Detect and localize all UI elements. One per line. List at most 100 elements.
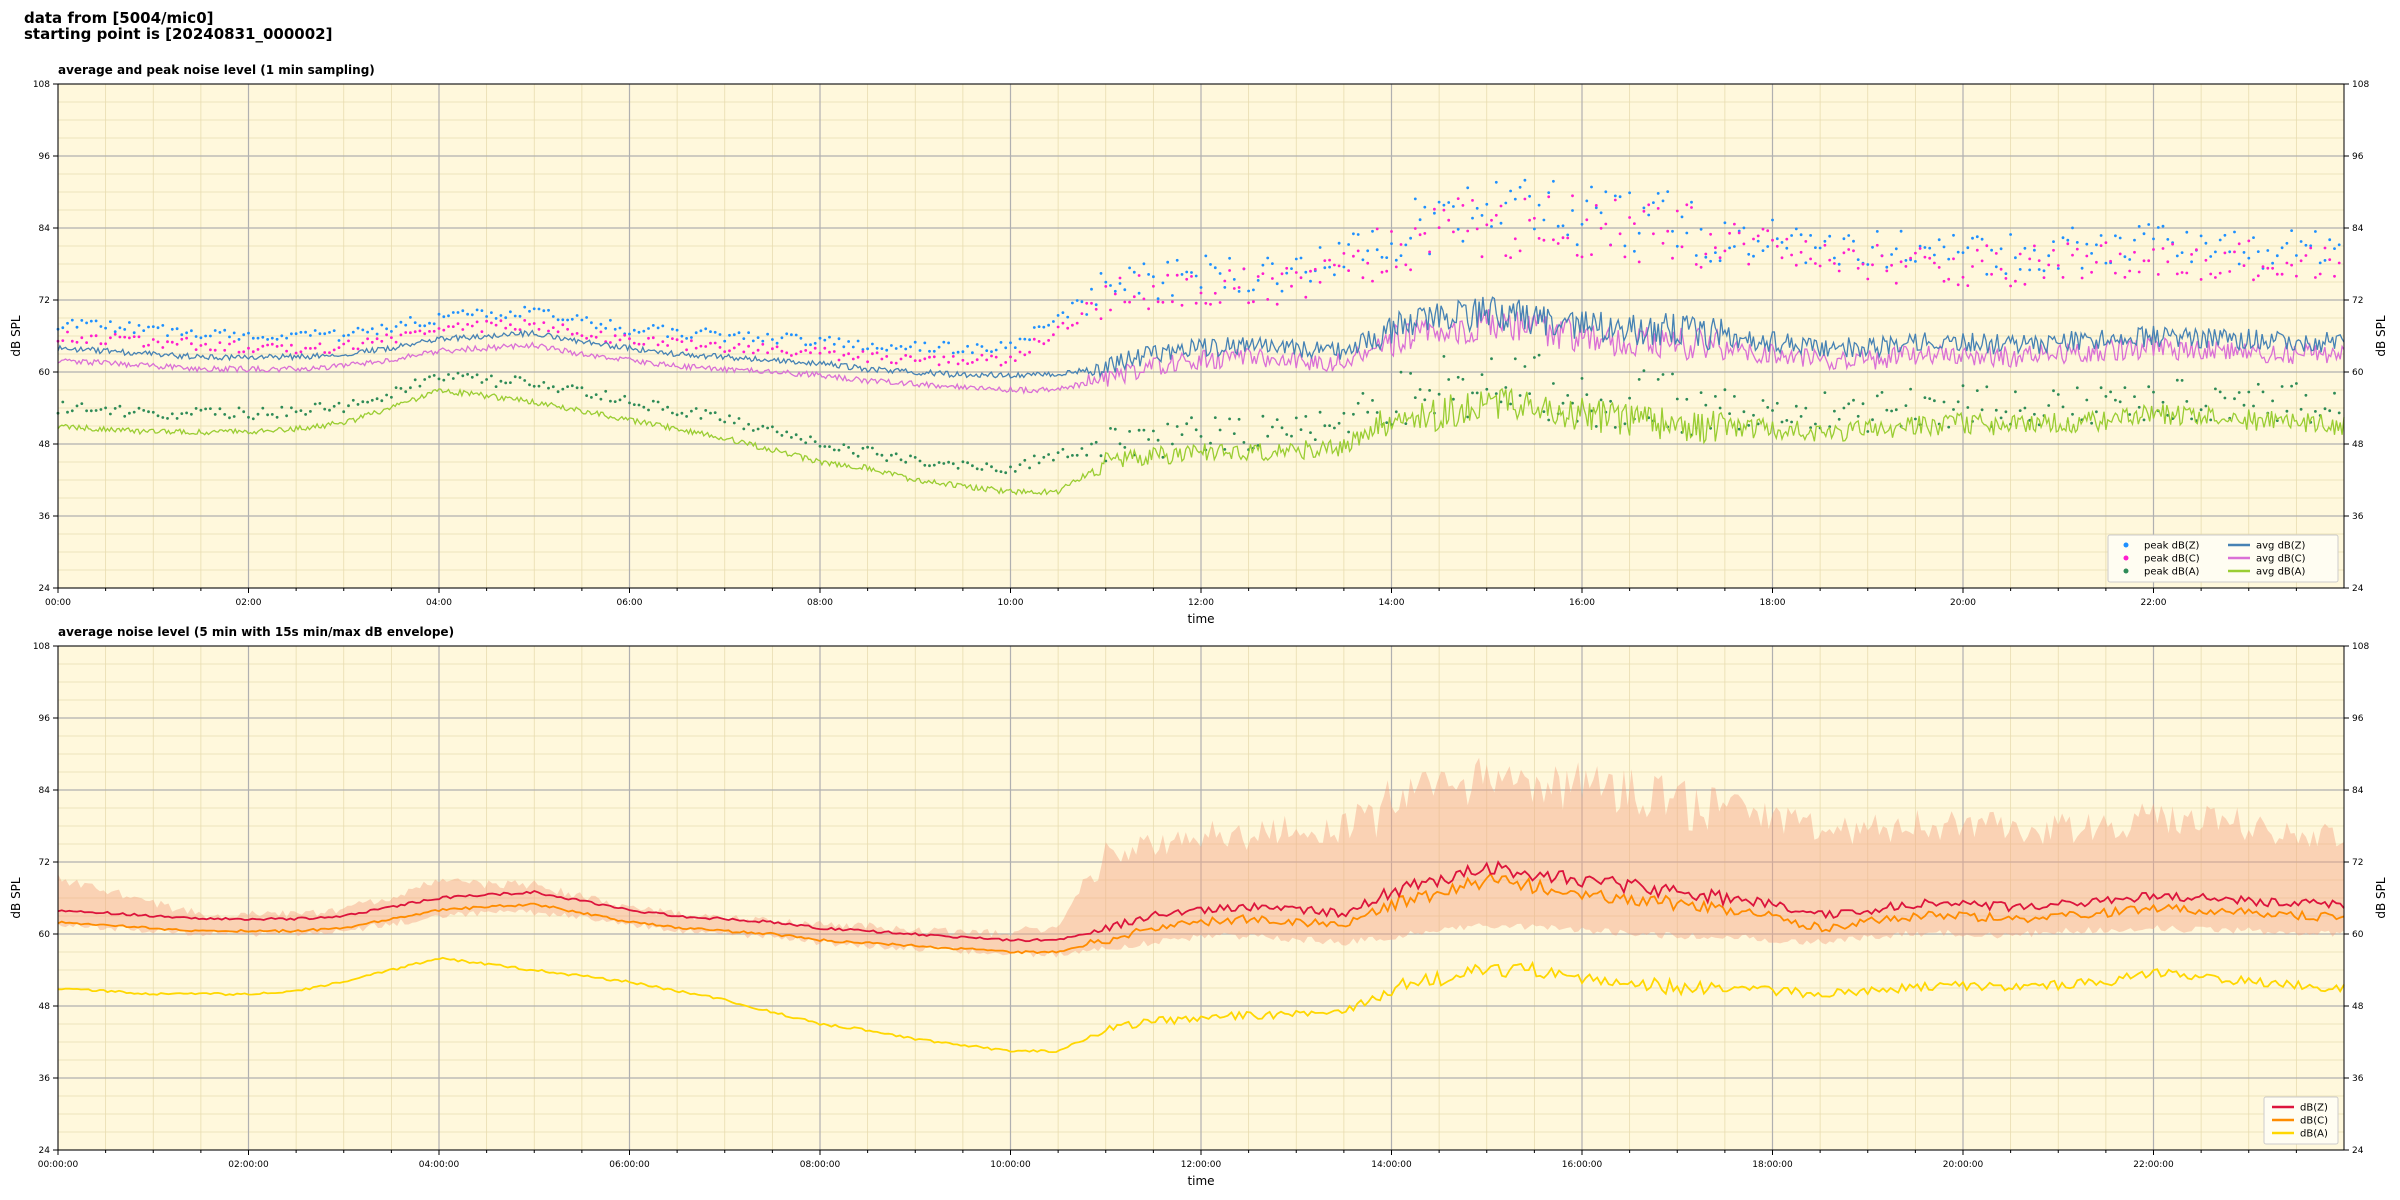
series-line-a: [57, 387, 2345, 496]
top-x-tick-label: 14:00: [1379, 598, 1405, 608]
peak-point: [2023, 282, 2027, 286]
peak-point: [1914, 417, 1917, 421]
peak-point: [199, 408, 203, 412]
peak-point: [1799, 250, 1803, 254]
peak-point: [2247, 390, 2251, 394]
peak-point: [2142, 259, 2146, 263]
peak-point: [142, 344, 146, 348]
peak-point: [866, 360, 869, 364]
peak-point: [647, 408, 650, 412]
peak-point: [1804, 261, 1808, 265]
peak-point: [1352, 254, 1355, 258]
peak-point: [747, 422, 750, 426]
peak-point: [132, 410, 136, 414]
peak-point: [2161, 400, 2165, 404]
peak-point: [694, 407, 698, 410]
peak-point: [923, 341, 927, 345]
top-y-tick-label: 48: [2352, 440, 2364, 450]
peak-point: [2314, 410, 2317, 413]
peak-point: [809, 351, 812, 355]
peak-point: [728, 349, 731, 353]
peak-point: [266, 343, 269, 347]
peak-point: [661, 324, 665, 328]
peak-point: [370, 340, 374, 344]
peak-point: [2237, 242, 2241, 246]
peak-point: [1566, 394, 1570, 397]
peak-point: [1690, 200, 1693, 204]
peak-point: [1909, 387, 1912, 391]
peak-point: [318, 402, 322, 405]
peak-point: [861, 350, 865, 353]
peak-point: [675, 338, 679, 342]
peak-point: [2290, 384, 2294, 388]
peak-point: [423, 332, 427, 336]
peak-point: [409, 316, 412, 319]
peak-point: [542, 321, 546, 324]
peak-point: [1294, 257, 1298, 261]
peak-point: [818, 351, 822, 355]
peak-point: [199, 336, 203, 340]
peak-point: [1113, 427, 1117, 431]
peak-point: [1237, 290, 1241, 293]
peak-point: [618, 338, 622, 342]
peak-point: [285, 349, 288, 353]
peak-point: [2123, 275, 2127, 279]
peak-point: [913, 359, 917, 362]
peak-point: [2185, 271, 2189, 275]
peak-point: [1509, 402, 1512, 406]
peak-point: [1294, 271, 1298, 274]
peak-point: [1971, 236, 1974, 240]
peak-point: [1999, 267, 2003, 271]
peak-point: [1271, 277, 1274, 280]
peak-point: [2133, 250, 2136, 254]
peak-point: [2328, 238, 2332, 242]
peak-point: [470, 324, 474, 328]
peak-point: [2014, 390, 2017, 394]
peak-point: [680, 334, 684, 338]
peak-point: [1747, 252, 1751, 256]
peak-point: [723, 350, 727, 353]
peak-point: [794, 333, 798, 337]
peak-point: [518, 376, 522, 379]
peak-point: [2304, 254, 2308, 257]
peak-point: [304, 330, 307, 334]
peak-point: [656, 400, 660, 404]
peak-point: [494, 323, 498, 327]
peak-point: [851, 451, 855, 455]
peak-point: [1609, 399, 1612, 403]
peak-point: [580, 318, 584, 322]
peak-point: [1461, 204, 1465, 207]
peak-point: [451, 325, 455, 328]
peak-point: [1866, 277, 1870, 281]
peak-point: [1466, 415, 1470, 419]
peak-point: [1966, 284, 1970, 287]
top-x-tick-label: 00:00: [45, 598, 71, 608]
peak-point: [1080, 300, 1084, 304]
peak-point: [704, 327, 708, 331]
peak-point: [556, 330, 560, 334]
peak-point: [880, 453, 884, 457]
peak-point: [1199, 286, 1203, 289]
peak-point: [509, 381, 512, 384]
peak-point: [1313, 438, 1317, 441]
bottom-x-tick-label: 08:00:00: [800, 1160, 841, 1170]
peak-point: [1766, 406, 1770, 409]
peak-point: [985, 349, 989, 352]
peak-point: [961, 350, 965, 354]
peak-point: [790, 354, 793, 357]
peak-point: [928, 464, 931, 468]
peak-point: [1866, 263, 1870, 266]
peak-point: [947, 341, 950, 345]
peak-point: [2156, 226, 2160, 229]
peak-point: [975, 358, 979, 362]
peak-point: [2218, 390, 2222, 394]
peak-point: [704, 409, 708, 412]
peak-point: [2318, 261, 2322, 265]
peak-point: [1461, 377, 1465, 381]
peak-point: [966, 344, 969, 348]
peak-point: [413, 378, 417, 382]
peak-point: [1975, 248, 1979, 252]
peak-point: [685, 348, 688, 352]
peak-point: [1485, 387, 1489, 391]
peak-point: [1128, 266, 1131, 270]
